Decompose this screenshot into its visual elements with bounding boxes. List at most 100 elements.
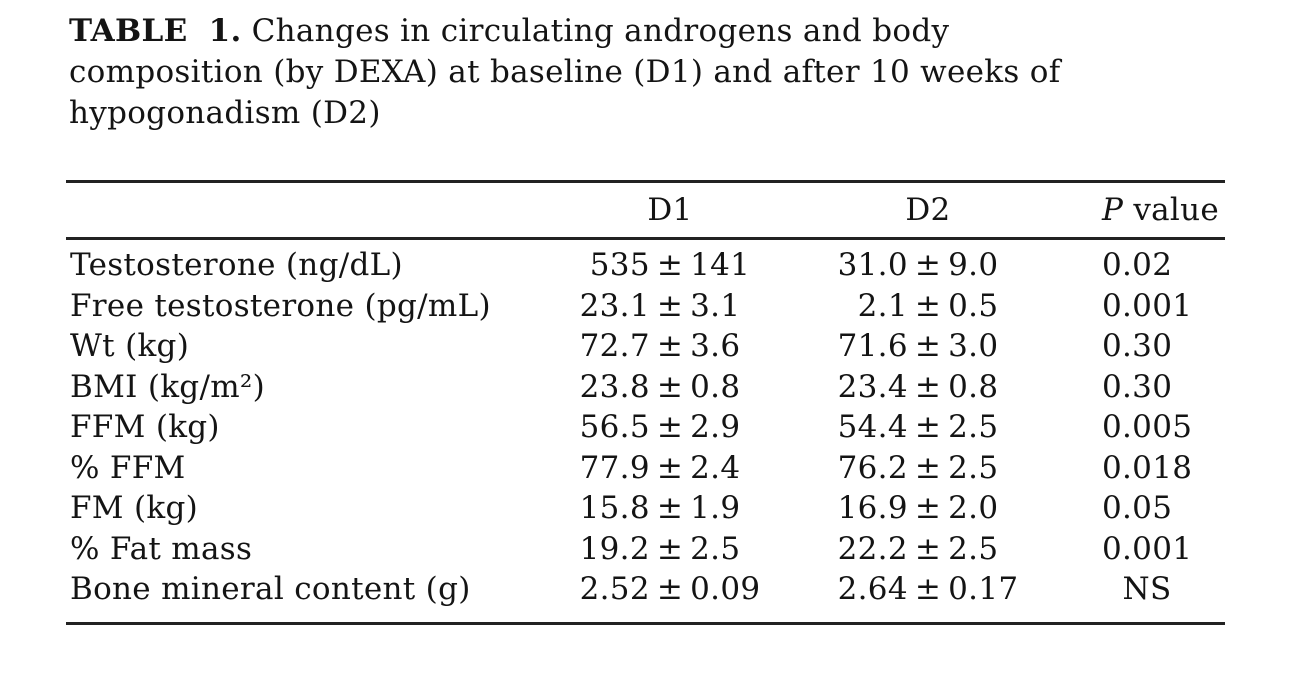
row-label: FM (kg) [70,490,199,527]
d1-mean: 23.8 [579,368,650,405]
d2-cell: 54.4 ± 2.5 [830,409,1026,445]
row-label: Testosterone (ng/dL) [70,247,403,284]
d2-sd: 2.5 [948,530,999,567]
table-row: FFM (kg) 56.5 ± 2.9 54.4 ± 2.5 0.005 [66,407,1225,448]
d2-mean: 2.64 [837,571,908,608]
p-value: 0.018 [1102,449,1193,486]
d1-cell: 535 ± 141 [510,247,830,283]
d1-mean: 19.2 [579,530,650,567]
plus-minus-sign: ± [656,449,684,486]
plus-minus-sign: ± [656,247,684,284]
d1-cell: 23.8 ± 0.8 [510,369,830,405]
table-row: Bone mineral content (g) 2.52 ± 0.09 2.6… [66,569,1225,610]
d2-mean: 23.4 [837,368,908,405]
d1-mean: 15.8 [579,490,650,527]
header-d1: D1 [647,192,693,228]
row-label: % Fat mass [70,530,253,567]
caption-table-number: TABLE 1. [69,13,242,49]
caption-line-1: TABLE 1. Changes in circulating androgens… [69,11,1209,52]
table-body: Testosterone (ng/dL) 535 ± 141 31.0 ± 9.… [66,240,1225,622]
d1-sd: 141 [690,247,751,284]
plus-minus-sign: ± [914,409,942,446]
p-value: 0.30 [1102,368,1173,405]
d1-cell: 56.5 ± 2.9 [510,409,830,445]
plus-minus-sign: ± [914,530,942,567]
d2-mean: 31.0 [837,247,908,284]
row-label: Wt (kg) [70,328,190,365]
p-value: NS [1122,571,1172,608]
d2-cell: 31.0 ± 9.0 [830,247,1026,283]
plus-minus-sign: ± [914,571,942,608]
d1-cell: 19.2 ± 2.5 [510,531,830,567]
p-value-cell: 0.001 [1026,288,1225,324]
d1-mean: 72.7 [579,328,650,365]
d2-cell: 16.9 ± 2.0 [830,490,1026,526]
d2-mean: 22.2 [837,530,908,567]
table-row: Testosterone (ng/dL) 535 ± 141 31.0 ± 9.… [66,245,1225,286]
d1-cell: 15.8 ± 1.9 [510,490,830,526]
caption-line-3: hypogonadism (D2) [69,95,381,131]
d1-cell: 77.9 ± 2.4 [510,450,830,486]
plus-minus-sign: ± [656,368,684,405]
caption-line-1-text: Changes in circulating androgens and bod… [251,13,950,49]
p-value-cell: 0.02 [1026,247,1225,283]
d1-sd: 0.09 [690,571,761,608]
d2-mean: 2.1 [857,287,908,324]
p-value-cell: 0.05 [1026,490,1225,526]
header-p-italic: P [1102,192,1124,228]
table-header-row: D1 D2 P value [66,183,1225,240]
table-row: % FFM 77.9 ± 2.4 76.2 ± 2.5 0.018 [66,448,1225,489]
header-d2: D2 [905,192,951,228]
p-value-cell: 0.005 [1026,409,1225,445]
d2-cell: 2.1 ± 0.5 [830,288,1026,324]
p-value: 0.001 [1102,530,1193,567]
p-value-cell: 0.018 [1026,450,1225,486]
d1-sd: 2.5 [690,530,741,567]
row-label: Bone mineral content (g) [70,571,471,608]
table-row: FM (kg) 15.8 ± 1.9 16.9 ± 2.0 0.05 [66,488,1225,529]
d2-cell: 23.4 ± 0.8 [830,369,1026,405]
d2-cell: 2.64 ± 0.17 [830,571,1026,607]
d1-mean: 2.52 [579,571,650,608]
row-label: BMI (kg/m²) [70,368,266,405]
d1-mean: 535 [589,247,650,284]
d2-mean: 76.2 [837,449,908,486]
d2-mean: 71.6 [837,328,908,365]
data-table: D1 D2 P value Testosterone (ng/dL) 535 ±… [66,180,1225,625]
header-p-value-cell: P value [1026,192,1225,228]
row-label: FFM (kg) [70,409,220,446]
plus-minus-sign: ± [914,449,942,486]
d2-sd: 0.8 [948,368,999,405]
p-value-cell: NS [1026,571,1225,607]
d1-mean: 77.9 [579,449,650,486]
d2-cell: 76.2 ± 2.5 [830,450,1026,486]
p-value: 0.02 [1102,247,1173,284]
plus-minus-sign: ± [914,247,942,284]
d1-cell: 23.1 ± 3.1 [510,288,830,324]
plus-minus-sign: ± [914,368,942,405]
table-row: Wt (kg) 72.7 ± 3.6 71.6 ± 3.0 0.30 [66,326,1225,367]
row-label: Free testosterone (pg/mL) [70,287,491,324]
d2-sd: 2.5 [948,449,999,486]
d2-sd: 2.5 [948,409,999,446]
d1-cell: 72.7 ± 3.6 [510,328,830,364]
d1-sd: 2.4 [690,449,741,486]
p-value-cell: 0.001 [1026,531,1225,567]
p-value: 0.001 [1102,287,1193,324]
d1-sd: 1.9 [690,490,741,527]
p-value: 0.05 [1102,490,1173,527]
plus-minus-sign: ± [914,490,942,527]
d1-mean: 56.5 [579,409,650,446]
d2-mean: 54.4 [837,409,908,446]
d2-mean: 16.9 [837,490,908,527]
p-value: 0.30 [1102,328,1173,365]
caption-line-2: composition (by DEXA) at baseline (D1) a… [69,54,1061,90]
d2-cell: 22.2 ± 2.5 [830,531,1026,567]
d1-sd: 3.6 [690,328,741,365]
p-value-cell: 0.30 [1026,328,1225,364]
p-value: 0.005 [1102,409,1193,446]
d2-cell: 71.6 ± 3.0 [830,328,1026,364]
d2-sd: 0.17 [948,571,1019,608]
d1-sd: 0.8 [690,368,741,405]
